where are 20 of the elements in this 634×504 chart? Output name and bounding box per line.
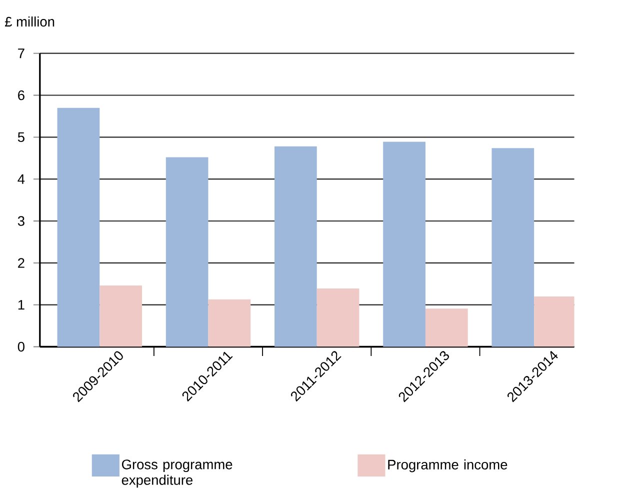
- bar: [425, 308, 468, 347]
- y-tick-label: 5: [18, 132, 24, 142]
- bar: [316, 288, 360, 347]
- bar: [492, 148, 534, 347]
- y-tick-label: 1: [18, 300, 24, 310]
- y-tick-label: 6: [18, 90, 24, 100]
- legend-label: Gross programme expenditure: [122, 460, 232, 488]
- bar: [100, 286, 142, 347]
- bar: [166, 157, 208, 347]
- y-tick-label: 3: [18, 216, 24, 226]
- y-tick-label: 2: [18, 258, 24, 268]
- bar: [383, 142, 426, 347]
- bar: [274, 146, 317, 347]
- bar: [208, 299, 251, 347]
- y-tick-label: 0: [18, 342, 24, 352]
- bar: [57, 108, 100, 347]
- y-tick-label: 7: [18, 48, 24, 58]
- y-axis-title: £ million: [4, 16, 54, 27]
- y-tick-label: 4: [18, 174, 25, 184]
- legend-label: Programme income: [388, 459, 508, 472]
